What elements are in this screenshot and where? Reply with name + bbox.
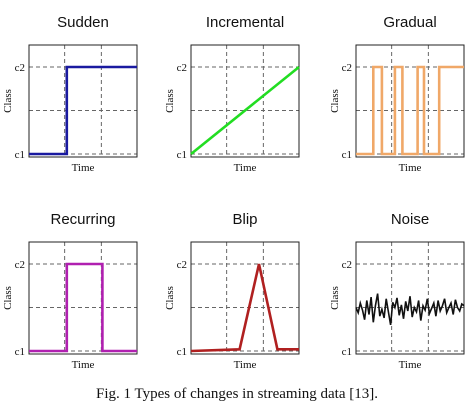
chart-panel-gradual: Gradual c2 c1 Class Time bbox=[329, 14, 465, 174]
plot-frame bbox=[28, 241, 138, 355]
chart-panel-blip: Blip c2 c1 Class Time bbox=[164, 211, 300, 371]
panel-title: Sudden bbox=[57, 14, 109, 31]
x-axis-label: Time bbox=[399, 162, 422, 174]
plot-frame bbox=[28, 44, 138, 158]
panel-title: Gradual bbox=[383, 14, 436, 31]
y-tick-label: c2 bbox=[342, 259, 352, 271]
y-tick-label: c1 bbox=[177, 346, 187, 358]
plot-frame bbox=[190, 241, 300, 355]
y-tick-label: c1 bbox=[177, 149, 187, 161]
y-axis-label: Class bbox=[2, 286, 14, 310]
x-axis-label: Time bbox=[72, 162, 95, 174]
y-tick-label: c1 bbox=[15, 346, 25, 358]
series-line bbox=[355, 293, 465, 326]
panel-title: Recurring bbox=[50, 211, 115, 228]
figure-caption: Fig. 1 Types of changes in streaming dat… bbox=[96, 386, 378, 402]
plot-frame bbox=[355, 44, 465, 158]
panel-title: Incremental bbox=[206, 14, 284, 31]
y-axis-label: Class bbox=[2, 89, 14, 113]
chart-panel-recurring: Recurring c2 c1 Class Time bbox=[2, 211, 138, 371]
series-line bbox=[190, 65, 300, 156]
y-axis-label: Class bbox=[329, 89, 341, 113]
series-line bbox=[356, 65, 464, 156]
x-axis-label: Time bbox=[399, 359, 422, 371]
y-tick-label: c1 bbox=[15, 149, 25, 161]
chart-panel-sudden: Sudden c2 c1 Class Time bbox=[2, 14, 138, 174]
plot-frame bbox=[190, 44, 300, 158]
plot-frame bbox=[355, 241, 465, 355]
y-tick-label: c1 bbox=[342, 149, 352, 161]
panel-title: Noise bbox=[391, 211, 429, 228]
y-tick-label: c1 bbox=[342, 346, 352, 358]
y-tick-label: c2 bbox=[15, 62, 25, 74]
y-tick-label: c2 bbox=[177, 259, 187, 271]
y-tick-label: c2 bbox=[15, 259, 25, 271]
y-tick-label: c2 bbox=[177, 62, 187, 74]
y-axis-label: Class bbox=[164, 89, 176, 113]
chart-panel-incremental: Incremental c2 c1 Class Time bbox=[164, 14, 300, 174]
series-line bbox=[190, 263, 299, 353]
y-axis-label: Class bbox=[164, 286, 176, 310]
chart-panel-noise: Noise c2 c1 Class Time bbox=[329, 211, 465, 371]
y-axis-label: Class bbox=[329, 286, 341, 310]
x-axis-label: Time bbox=[234, 359, 257, 371]
x-axis-label: Time bbox=[72, 359, 95, 371]
series-line bbox=[29, 65, 137, 156]
series-line bbox=[29, 262, 137, 353]
panel-title: Blip bbox=[232, 211, 257, 228]
y-tick-label: c2 bbox=[342, 62, 352, 74]
x-axis-label: Time bbox=[234, 162, 257, 174]
